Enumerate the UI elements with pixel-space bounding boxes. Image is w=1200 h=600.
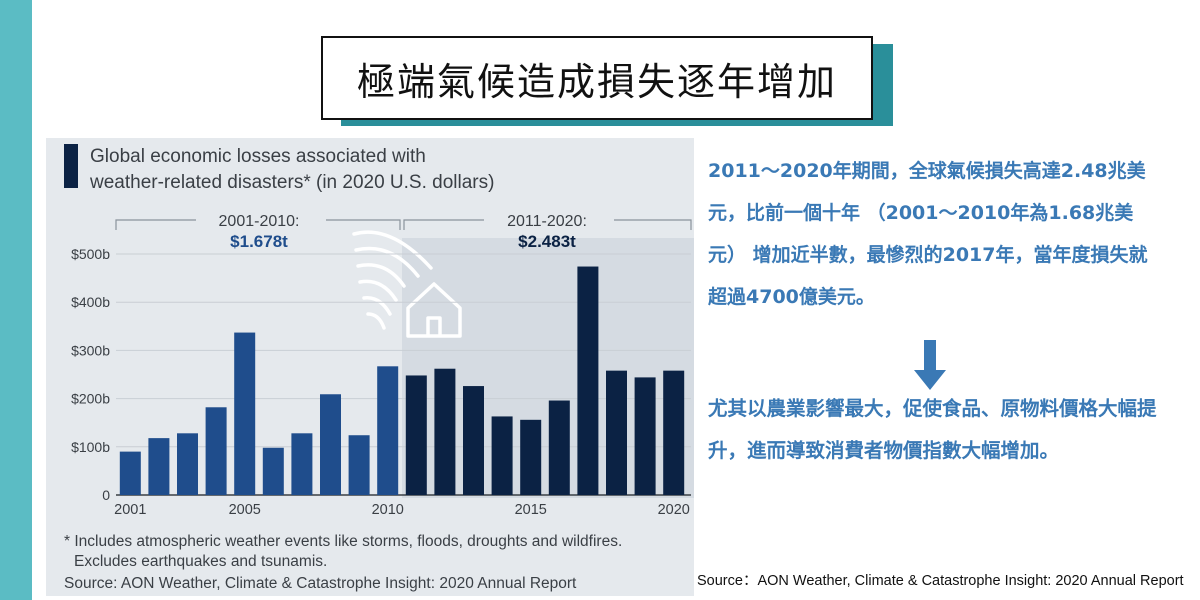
decade-1-label: 2001-2010: xyxy=(219,213,300,230)
left-accent-bar xyxy=(0,0,32,600)
y-tick-label: $500b xyxy=(71,246,110,262)
bar-2006 xyxy=(262,447,284,495)
bar-2018 xyxy=(606,370,627,495)
bar-2003 xyxy=(177,433,198,495)
bar-2014 xyxy=(491,416,513,495)
y-tick-label: $100b xyxy=(71,439,110,455)
bar-2015 xyxy=(520,419,542,495)
chart-panel: Global economic losses associated with w… xyxy=(46,138,694,596)
house-icon xyxy=(406,282,462,338)
x-tick-label: 2015 xyxy=(515,502,547,518)
bar-2013 xyxy=(463,386,484,495)
footnote-line-2: Excludes earthquakes and tsunamis. xyxy=(74,553,327,570)
title-marker xyxy=(64,144,78,188)
bar-2017 xyxy=(577,266,599,495)
decade-2-label: 2011-2020: xyxy=(507,213,587,230)
y-tick-label: 0 xyxy=(102,487,110,503)
x-tick-label: 2005 xyxy=(229,502,261,518)
footnote-line-1: * Includes atmospheric weather events li… xyxy=(64,533,622,550)
y-tick-label: $300b xyxy=(71,342,110,358)
bar-2016 xyxy=(548,400,570,495)
bar-2011 xyxy=(405,375,427,495)
impact-text: 尤其以農業影響最大，促使食品、原物料價格大幅提升，進而導致消費者物價指數大幅增加… xyxy=(708,397,1157,462)
y-tick-label: $200b xyxy=(71,391,110,407)
chart-source: Source: AON Weather, Climate & Catastrop… xyxy=(64,575,577,592)
bar-2001 xyxy=(119,451,141,495)
slide-source: Source：AON Weather, Climate & Catastroph… xyxy=(697,573,1184,589)
decade-bracket-2: 2011-2020: $2.483t xyxy=(403,210,692,251)
bars xyxy=(119,266,685,495)
bar-2004 xyxy=(205,407,227,495)
summary-text: 2011〜2020年期間，全球氣候損失高達2.48兆美元，比前一個十年 （200… xyxy=(708,160,1148,308)
y-tick-label: $400b xyxy=(71,294,110,310)
chart-title-line-2: weather-related disasters* (in 2020 U.S.… xyxy=(89,172,494,193)
decade-bracket-1: 2001-2010: $1.678t xyxy=(115,210,401,251)
bar-2009 xyxy=(348,435,370,495)
y-axis-labels: 0 $100b $200b $300b $400b $500b xyxy=(71,246,110,503)
x-tick-label: 2001 xyxy=(114,502,146,518)
bar-2010 xyxy=(377,366,399,495)
x-tick-label: 2020 xyxy=(658,502,690,518)
decade-2-value: $2.483t xyxy=(518,232,576,251)
slide-title: 極端氣候造成損失逐年增加 xyxy=(321,36,873,120)
bar-2012 xyxy=(434,368,456,495)
decade-1-value: $1.678t xyxy=(230,232,288,251)
x-tick-label: 2010 xyxy=(372,502,404,518)
bar-2002 xyxy=(148,438,170,495)
chart-title-line-1: Global economic losses associated with xyxy=(90,146,426,167)
bar-2020 xyxy=(663,370,685,495)
bar-2005 xyxy=(234,332,256,495)
bar-2007 xyxy=(291,433,313,495)
down-arrow-icon xyxy=(914,340,946,390)
tornado-icon xyxy=(352,230,433,330)
bar-chart: Global economic losses associated with w… xyxy=(64,144,694,592)
x-axis-labels: 2001 2005 2010 2015 2020 xyxy=(114,502,690,518)
bar-2008 xyxy=(320,394,341,495)
bar-2019 xyxy=(634,377,656,495)
